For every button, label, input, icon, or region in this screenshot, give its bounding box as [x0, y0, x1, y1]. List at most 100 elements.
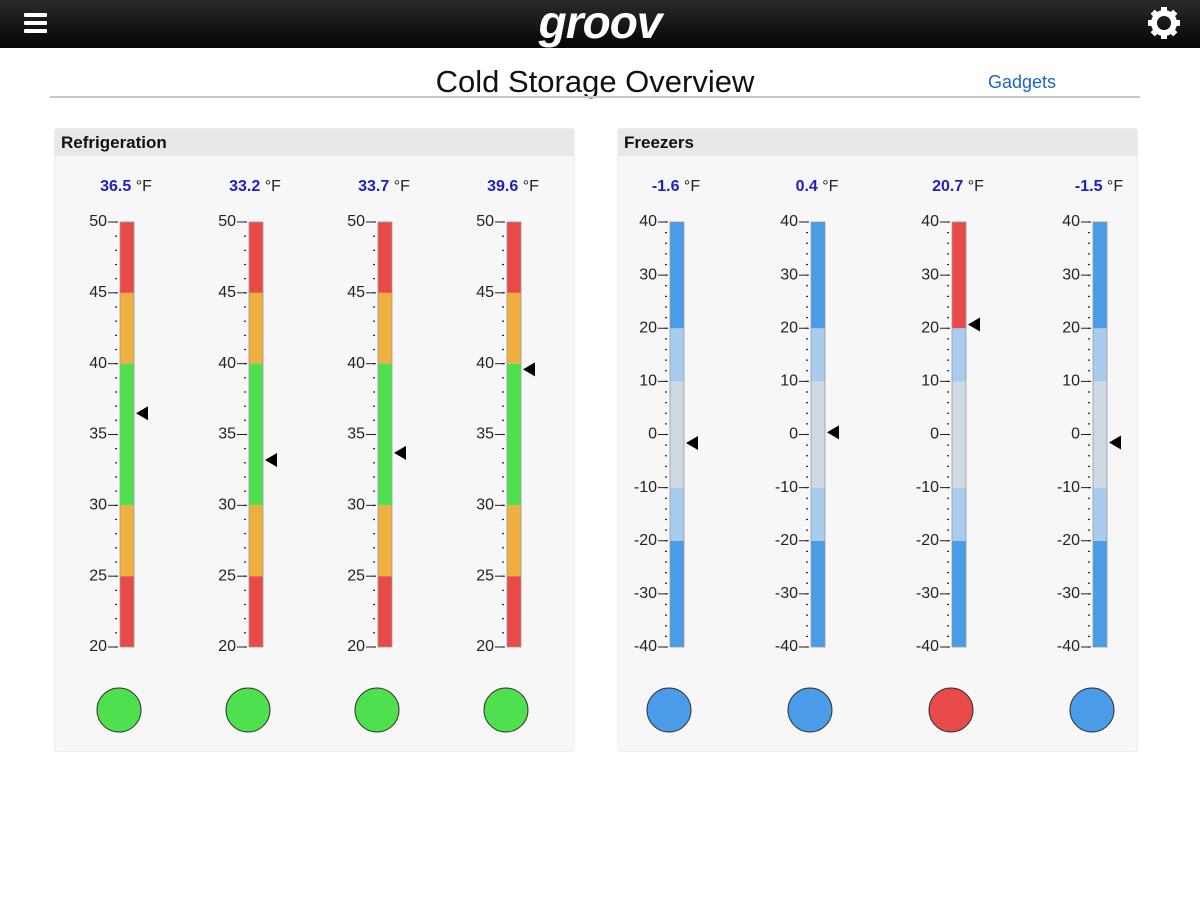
tick-label: 10	[1062, 373, 1080, 390]
tick-label: 30	[347, 497, 365, 514]
zone	[1093, 222, 1107, 329]
zone	[952, 222, 966, 329]
tick-label: -40	[1057, 638, 1080, 655]
tick-label: 10	[921, 373, 939, 390]
gauge-frame	[506, 221, 522, 648]
zone	[811, 328, 825, 382]
zone	[378, 505, 392, 577]
zone	[670, 487, 684, 541]
pointer	[1109, 435, 1121, 450]
tick-label: -40	[775, 638, 798, 655]
tick-label: 20	[780, 319, 798, 336]
unit: °F	[265, 178, 281, 195]
tick-label: 0	[930, 426, 939, 443]
tick-label: -20	[634, 532, 657, 549]
zone	[507, 505, 521, 577]
tick-label: 20	[1062, 319, 1080, 336]
menu-button[interactable]	[24, 13, 47, 33]
tick-label: 0	[789, 426, 798, 443]
pointer	[136, 406, 148, 421]
zone	[1093, 381, 1107, 488]
zone	[378, 363, 392, 506]
zone	[507, 222, 521, 293]
top-bar-icons	[24, 7, 1180, 39]
unit: °F	[136, 178, 152, 195]
value-label: 0.4 °F	[796, 178, 839, 195]
zone	[507, 363, 521, 506]
tick-label: -10	[1057, 479, 1080, 496]
tick-label: 30	[639, 266, 657, 283]
zone	[670, 222, 684, 329]
tick-label: 45	[218, 284, 236, 301]
panel: Refrigeration	[54, 128, 575, 752]
pointer	[968, 317, 980, 332]
zone	[120, 363, 134, 506]
tick-label: -20	[916, 532, 939, 549]
tick-label: 20	[921, 319, 939, 336]
gauge-frame	[248, 221, 264, 648]
pointer	[523, 362, 535, 377]
tick-label: 0	[1071, 426, 1080, 443]
tick-label: 50	[476, 213, 494, 230]
tick-label: 50	[218, 213, 236, 230]
tick-label: -30	[775, 585, 798, 602]
settings-button[interactable]	[1148, 7, 1180, 39]
zone	[952, 540, 966, 647]
tick-label: 40	[1062, 213, 1080, 230]
panel-title: Freezers	[618, 129, 1137, 156]
zone	[811, 487, 825, 541]
unit: °F	[523, 178, 539, 195]
tick-label: 20	[639, 319, 657, 336]
zone	[1093, 487, 1107, 541]
zone	[120, 222, 134, 293]
zone	[670, 381, 684, 488]
gadgets-link[interactable]: Gadgets	[988, 72, 1057, 92]
value: -1.6	[652, 178, 680, 195]
zone	[1093, 540, 1107, 647]
tick-label: 35	[347, 426, 365, 443]
zone	[120, 292, 134, 364]
status-light	[1069, 687, 1115, 733]
tick-label: -30	[1057, 585, 1080, 602]
tick-label: -10	[916, 479, 939, 496]
tick-label: 30	[1062, 266, 1080, 283]
tick-label: 45	[476, 284, 494, 301]
tick-label: 25	[89, 567, 107, 584]
value: -1.5	[1075, 178, 1103, 195]
gauge-frame	[1092, 221, 1108, 648]
tick-label: 35	[218, 426, 236, 443]
tick-label: 50	[347, 213, 365, 230]
pointer	[686, 436, 698, 450]
value: 39.6	[487, 178, 518, 195]
status-light	[354, 687, 400, 733]
value: 33.7	[358, 178, 389, 195]
zone	[378, 222, 392, 293]
zone	[811, 540, 825, 647]
status-light	[646, 687, 692, 733]
tick-label: 30	[218, 497, 236, 514]
value: 20.7	[932, 178, 963, 195]
value-label: 33.2 °F	[229, 178, 281, 195]
tick-label: 30	[476, 497, 494, 514]
zone	[811, 381, 825, 488]
zone	[249, 292, 263, 364]
tick-label: -20	[1057, 532, 1080, 549]
tick-label: 30	[780, 266, 798, 283]
zone	[952, 328, 966, 382]
value: 33.2	[229, 178, 260, 195]
tick-label: 40	[476, 355, 494, 372]
tick-label: 40	[639, 213, 657, 230]
divider	[50, 96, 1140, 98]
tick-label: -40	[634, 638, 657, 655]
status-light	[928, 687, 974, 733]
zone	[811, 222, 825, 329]
tick-label: 20	[218, 638, 236, 655]
logo: groov	[538, 0, 663, 48]
tick-label: 10	[780, 373, 798, 390]
tick-label: 40	[347, 355, 365, 372]
tick-label: -20	[775, 532, 798, 549]
tick-label: 50	[89, 213, 107, 230]
tick-label: 40	[921, 213, 939, 230]
gauge-frame	[951, 221, 967, 648]
